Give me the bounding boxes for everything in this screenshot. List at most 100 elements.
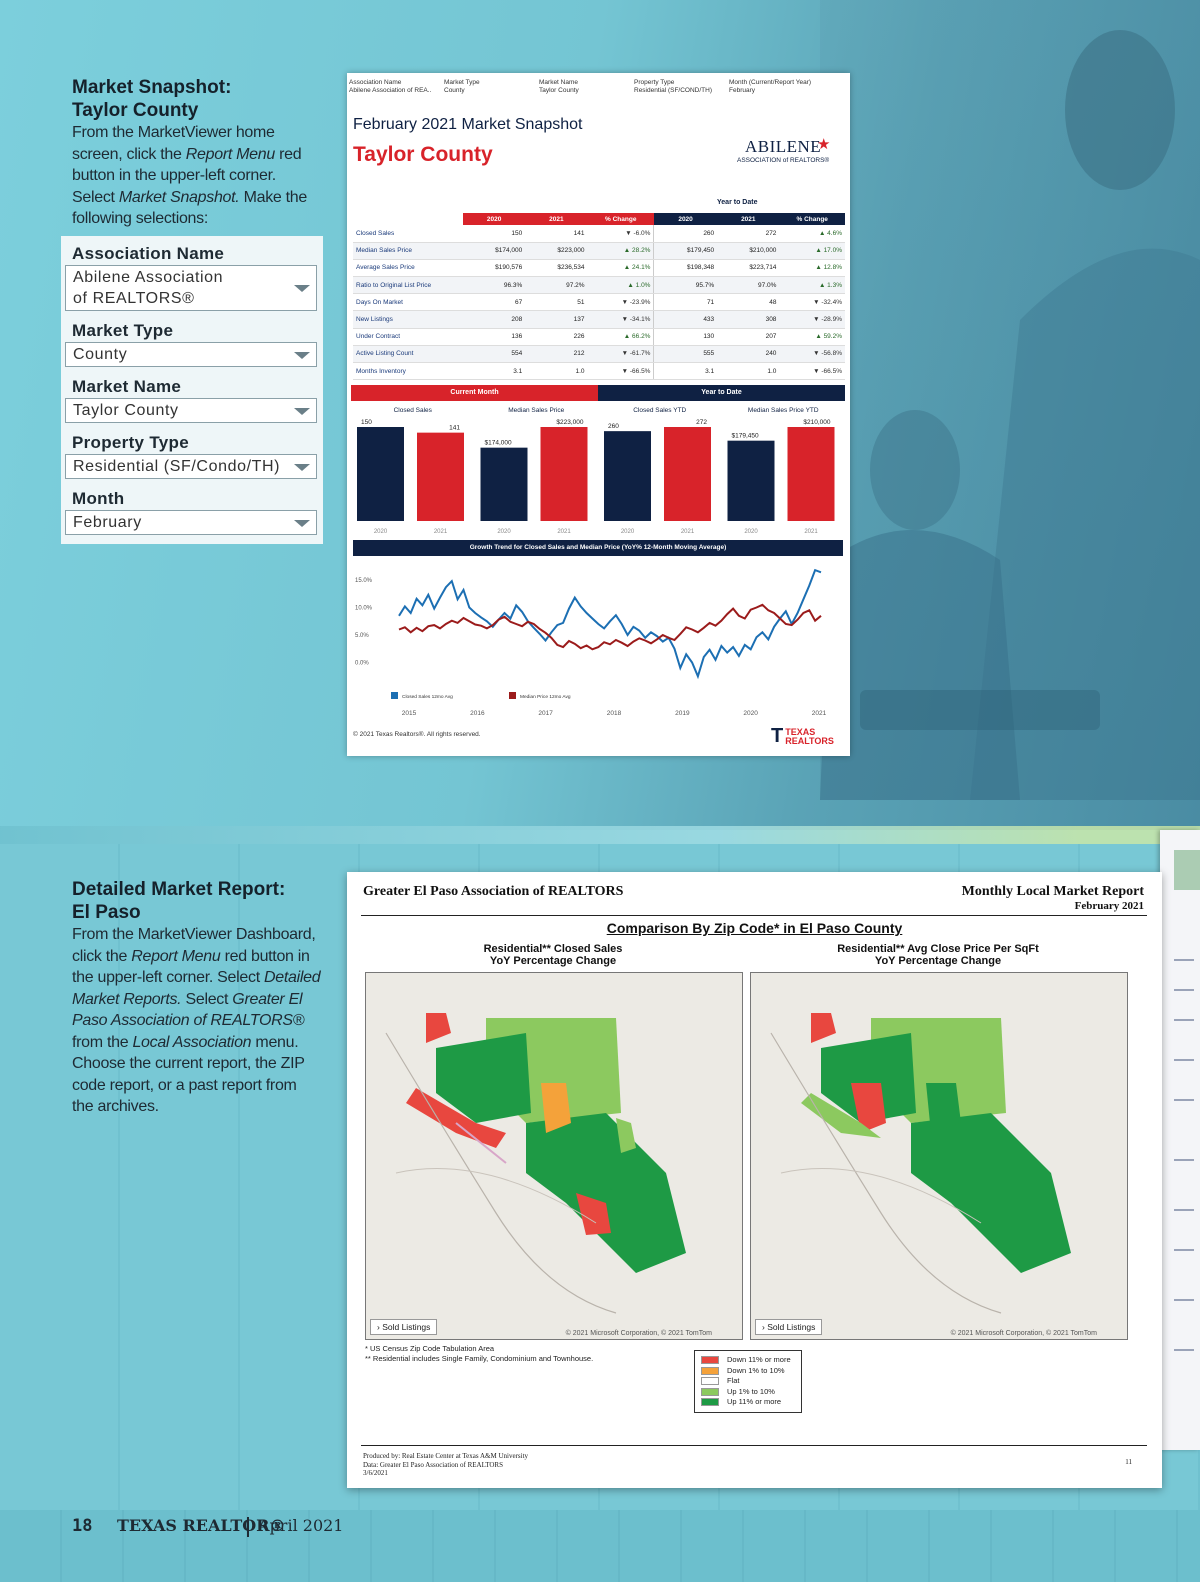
series-line-median-price [398,603,822,651]
bar-panel-title: Closed Sales YTD [633,407,686,414]
report-month: February 2021 [1074,900,1144,912]
bar-2020 [604,431,651,521]
sold-listings-toggle[interactable]: › Sold Listings [755,1319,823,1335]
detailed-intro: Detailed Market Report: El Paso From the… [72,878,322,1118]
chevron-down-icon [294,519,310,527]
chevron-down-icon [294,407,310,415]
chevron-down-icon [294,351,310,359]
series-line-closed-sales [398,568,822,680]
snapshot-title: February 2021 Market Snapshot [353,116,583,133]
snapshot-heading: Market Snapshot: Taylor County [72,77,232,121]
market-type-select[interactable]: County [65,342,317,367]
y-tick-label: 5.0% [355,633,369,639]
legend-label: Median Price 12mo Avg [520,694,571,700]
map-legend: Down 11% or more Down 1% to 10% Flat Up … [694,1350,802,1413]
bar-data-label: 260 [608,423,619,430]
legend-item: Up 1% to 10% [701,1387,795,1398]
header-col: Property Type Residential (SF/COND/TH) [634,79,713,94]
y-tick-label: 0.0% [355,661,369,667]
bar-panel-title: Median Sales Price [508,407,564,414]
header-col: Month (Current/Report Year) February [729,79,812,94]
bar-category-label: 2020 [621,529,635,535]
legend-item: Down 11% or more [701,1355,795,1366]
bar-data-label: $223,000 [556,419,583,426]
map-notes: * US Census Zip Code Tabulation Area ** R… [365,1344,594,1363]
x-tick-label: 2019 [675,710,690,717]
detailed-heading: Detailed Market Report: El Paso [72,879,286,923]
legend-label: Closed Sales 12mo Avg [402,694,453,700]
issue-date: April 2021 [258,1516,344,1535]
map-credit: © 2021 Microsoft Corporation, © 2021 Tom… [950,1330,1097,1337]
next-page-edge [1160,830,1200,1450]
map-price-per-sqft[interactable]: › Sold Listings © 2021 Microsoft Corpora… [750,972,1128,1340]
association-name-select[interactable]: Abilene Association of REALTORS® [65,265,317,311]
page-folio: 18 [72,1516,93,1536]
metrics-table: 2020 2021 % Change 2020 2021 % Change Cl… [353,213,845,381]
bar-2021 [664,427,711,521]
snapshot-copyright: © 2021 Texas Realtors®. All rights reser… [353,731,481,738]
snapshot-header-row: Association Name Abilene Association of R… [349,79,844,95]
report-footer: Produced by: Real Estate Center at Texas… [363,1452,529,1477]
x-tick-label: 2016 [470,710,485,717]
metric-row: Average Sales Price $190,576 $236,534 ▲ 24.… [353,259,845,278]
report-title: Monthly Local Market Report [961,884,1144,899]
bar-panel-title: Median Sales Price YTD [748,407,819,414]
bar-2021 [540,427,588,521]
texas-realtors-logo: T TEXAS REALTORS [771,725,834,747]
month-label: Month [72,489,125,508]
metric-row: Months Inventory 3.1 1.0 ▼ -66.5% 3.1 1.0 ▼ -6… [353,362,845,381]
map-closed-sales[interactable]: › Sold Listings © 2021 Microsoft Corpora… [365,972,743,1340]
legend-item: Flat [701,1376,795,1387]
footer-rule [361,1445,1147,1446]
bar-data-label: 272 [696,419,707,426]
header-col: Association Name Abilene Association of R… [349,79,432,94]
map1-title: Residential** Closed Sales YoY Percentage… [483,943,623,967]
chevron-right-icon: › [377,1322,383,1332]
ytd-band: Year to Date [598,385,845,401]
report-org: Greater El Paso Association of REALTORS [363,884,624,899]
bar-2020 [727,440,775,521]
bar-charts: Closed Sales 150 2020 141 2021 Median Sales P… [357,407,835,535]
bar-category-label: 2020 [374,529,388,535]
tr-mark-icon: T [771,725,784,747]
chevron-down-icon [294,285,310,292]
market-name-select[interactable]: Taylor County [65,398,317,423]
month-select[interactable]: February [65,510,317,535]
bar-panel-title: Closed Sales [394,407,433,414]
chevron-down-icon [294,463,310,471]
legend-item: Up 11% or more [701,1397,795,1408]
bar-category-label: 2021 [557,529,571,535]
market-name-label: Market Name [72,377,182,396]
bar-2020 [480,447,528,521]
x-tick-label: 2018 [607,710,622,717]
map2-title: Residential** Avg Close Price Per SqFt Yo… [837,943,1039,967]
current-month-band: Current Month [351,385,598,401]
y-tick-label: 10.0% [355,606,373,612]
metric-row: Median Sales Price $174,000 $223,000 ▲ 28.2… [353,242,845,260]
bar-category-label: 2021 [681,529,695,535]
bar-2020 [357,427,404,521]
sold-listings-toggle[interactable]: › Sold Listings [370,1319,438,1335]
header-rule [361,915,1147,916]
metric-row: Ratio to Original List Price 96.3% 97.2% ▲ … [353,276,845,295]
legend-swatch [391,692,398,699]
comparison-title: Comparison By Zip Code* in El Paso Count… [606,920,903,936]
bar-category-label: 2020 [497,529,511,535]
bar-data-label: $210,000 [803,419,830,426]
x-tick-label: 2015 [402,710,417,717]
legend-swatch [509,692,516,699]
property-type-select[interactable]: Residential (SF/Condo/TH) [65,454,317,479]
metric-row: Under Contract 136 226 ▲ 66.2% 130 207 ▲ 59.2% [353,328,845,346]
snapshot-instructions: From the MarketViewer home screen, click… [72,124,307,227]
divider-band [0,826,1200,844]
metric-row: Closed Sales 150 141 ▼ -6.0% 260 272 ▲ 4.6% [353,225,845,243]
selection-form: Association Name Abilene Association of R… [61,236,323,544]
y-tick-label: 15.0% [355,578,373,584]
el-paso-report-document: Greater El Paso Association of REALTORS … [347,872,1162,1488]
chevron-right-icon: › [762,1322,768,1332]
bar-category-label: 2020 [744,529,758,535]
x-tick-label: 2017 [538,710,553,717]
bar-2021 [417,432,464,521]
star-icon: ★ [817,136,831,153]
trend-line-chart: 15.0% 10.0% 5.0% 0.0% Closed Sales 12mo Avg M… [355,568,827,717]
